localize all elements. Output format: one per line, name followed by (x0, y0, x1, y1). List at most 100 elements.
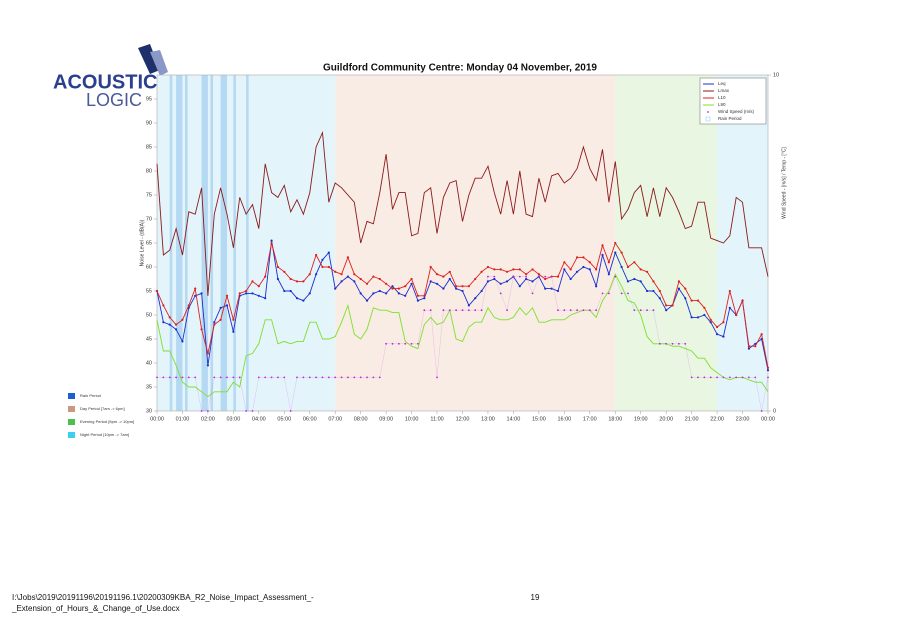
series-marker (327, 265, 330, 269)
period-legend-swatch (68, 432, 75, 438)
series-marker (289, 277, 292, 281)
wind-dot (308, 376, 311, 379)
series-marker (404, 294, 407, 297)
series-marker (194, 294, 197, 297)
wind-dot (697, 376, 699, 379)
series-marker (525, 277, 528, 281)
series-marker (665, 304, 668, 307)
series-marker (238, 292, 241, 295)
series-marker (397, 292, 400, 295)
wind-dot (270, 376, 273, 379)
series-marker (448, 270, 451, 273)
series-marker (582, 256, 585, 259)
wind-dot (442, 309, 445, 312)
series-marker (162, 304, 165, 307)
series-marker (429, 265, 432, 269)
series-marker (213, 323, 216, 326)
wind-dot (563, 309, 566, 312)
series-marker (766, 366, 770, 369)
wind-dot (506, 309, 508, 312)
series-marker (512, 268, 515, 271)
x-tick-label: 05:00 (277, 416, 291, 422)
y-tick-label: 55 (146, 288, 152, 294)
series-marker (289, 289, 292, 293)
series-marker (219, 306, 222, 309)
series-marker (588, 261, 591, 264)
series-marker (474, 277, 477, 281)
series-marker (582, 265, 585, 269)
legend-label: Lmax (718, 88, 730, 93)
x-tick-label: 12:00 (456, 416, 470, 422)
wind-dot (665, 342, 668, 345)
series-marker (531, 280, 534, 283)
wind-dot (175, 376, 177, 379)
wind-dot (347, 376, 349, 379)
period-shading (157, 75, 336, 411)
y-tick-label: 50 (146, 312, 152, 318)
series-marker (607, 273, 610, 276)
series-marker (346, 256, 350, 259)
series-marker (435, 273, 439, 276)
series-marker (563, 261, 566, 264)
wind-dot (614, 275, 617, 278)
x-tick-label: 16:00 (557, 416, 571, 422)
wind-dot (620, 292, 623, 295)
series-marker (334, 287, 337, 290)
series-marker (283, 270, 286, 273)
series-marker (505, 270, 509, 273)
wind-dot (709, 376, 712, 379)
series-marker (626, 280, 630, 283)
series-marker (346, 275, 350, 278)
series-marker (480, 270, 483, 273)
series-marker (174, 328, 178, 331)
page-number: 19 (531, 593, 540, 602)
wind-dot (378, 376, 381, 379)
logo-mark (138, 44, 160, 74)
footer-path: I:\Jobs\2019\20191196\20191196.1\2020030… (12, 593, 314, 602)
x-tick-label: 03:00 (226, 416, 240, 422)
series-marker (423, 294, 426, 297)
series-marker (245, 292, 248, 295)
series-marker (601, 244, 604, 247)
series-marker (690, 299, 693, 302)
wind-dot (499, 292, 502, 295)
legend-symbol (705, 116, 711, 122)
series-marker (365, 282, 369, 285)
series-marker (652, 289, 655, 293)
wind-dot (429, 309, 432, 312)
wind-dot (627, 292, 629, 295)
wind-dot (461, 309, 464, 312)
series-marker (295, 280, 299, 283)
wind-dot (487, 275, 489, 278)
series-marker (225, 294, 229, 297)
wind-dot (703, 376, 706, 379)
series-marker (467, 285, 470, 288)
wind-dot (194, 376, 197, 379)
x-tick-label: 07:00 (328, 416, 342, 422)
series-marker (684, 297, 687, 300)
series-marker (302, 299, 305, 302)
x-tick-label: 22:00 (710, 416, 724, 422)
period-legend-swatch (68, 419, 75, 425)
series-marker (556, 289, 560, 293)
series-marker (537, 273, 540, 276)
series-marker (614, 241, 617, 245)
series-marker (531, 268, 534, 271)
wind-dot (467, 309, 470, 312)
series-marker (550, 287, 553, 290)
wind-dot (296, 376, 298, 379)
wind-dot (760, 410, 763, 412)
series-marker (200, 292, 203, 295)
wind-dot (748, 376, 750, 379)
series-marker (741, 299, 744, 302)
wind-dot (213, 376, 216, 379)
series-marker (639, 268, 642, 271)
series-line (156, 130, 769, 296)
legend-symbol (707, 111, 709, 113)
wind-dot (690, 376, 693, 379)
x-tick-label: 09:00 (379, 416, 393, 422)
wind-dot (722, 376, 725, 379)
series-marker (308, 273, 311, 276)
series-marker (569, 268, 572, 271)
series-marker (525, 273, 528, 276)
